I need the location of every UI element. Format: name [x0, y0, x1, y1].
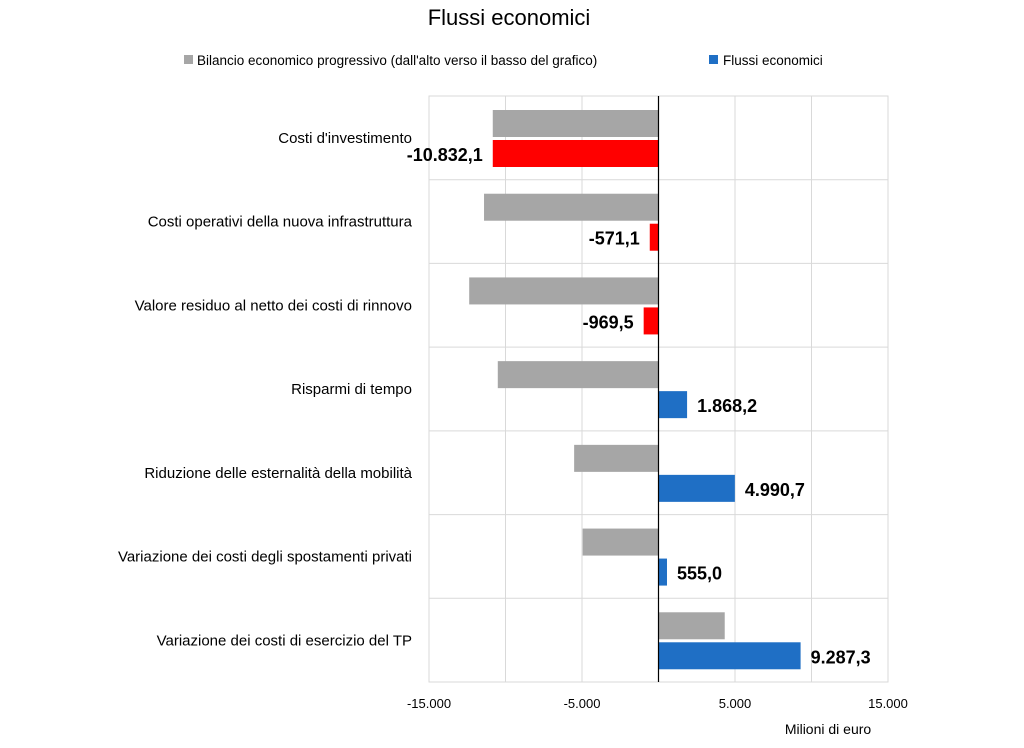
data-label: 4.990,7: [745, 480, 805, 500]
flow-bar: [658, 474, 735, 502]
data-label: -10.832,1: [407, 145, 483, 165]
category-label: Valore residuo al netto dei costi di rin…: [135, 297, 412, 314]
flow-bar: [643, 307, 659, 335]
category-label: Costi d'investimento: [278, 130, 412, 147]
category-label: Variazione dei costi di esercizio del TP: [157, 632, 412, 649]
flow-bar: [649, 223, 659, 251]
progressive-bar: [574, 444, 659, 472]
flow-bar: [658, 642, 801, 670]
chart-title: Flussi economici: [428, 5, 591, 30]
data-label: -571,1: [589, 229, 640, 249]
legend-swatch-flows: [709, 55, 718, 64]
progressive-bar: [469, 277, 659, 305]
progressive-bar: [492, 110, 659, 137]
legend-swatch-progressive: [184, 55, 193, 64]
flow-bar: [658, 558, 667, 586]
category-label: Variazione dei costi degli spostamenti p…: [118, 549, 412, 566]
legend: Bilancio economico progressivo (dall'alt…: [184, 53, 823, 68]
x-tick-label: 5.000: [719, 696, 752, 711]
x-tick-label: -15.000: [407, 696, 451, 711]
flow-bar: [658, 391, 688, 419]
legend-label-progressive: Bilancio economico progressivo (dall'alt…: [197, 53, 597, 68]
category-label: Costi operativi della nuova infrastruttu…: [148, 214, 413, 231]
data-label: 1.868,2: [697, 396, 757, 416]
x-tick-label: -5.000: [564, 696, 601, 711]
progressive-bar: [497, 361, 659, 389]
legend-label-flows: Flussi economici: [723, 53, 823, 68]
flow-bar: [492, 140, 659, 167]
data-label: -969,5: [583, 312, 634, 332]
progressive-bar: [484, 193, 659, 221]
category-label: Riduzione delle esternalità della mobili…: [144, 465, 412, 482]
progressive-bar: [582, 528, 659, 556]
x-tick-label: 15.000: [868, 696, 908, 711]
x-axis-title: Milioni di euro: [785, 721, 872, 737]
progressive-bar: [658, 612, 725, 640]
plot-area: Costi d'investimento-10.832,1 Costi opera…: [118, 95, 908, 711]
data-label: 9.287,3: [811, 647, 871, 667]
data-label: 555,0: [677, 564, 722, 584]
category-label: Risparmi di tempo: [291, 381, 412, 398]
